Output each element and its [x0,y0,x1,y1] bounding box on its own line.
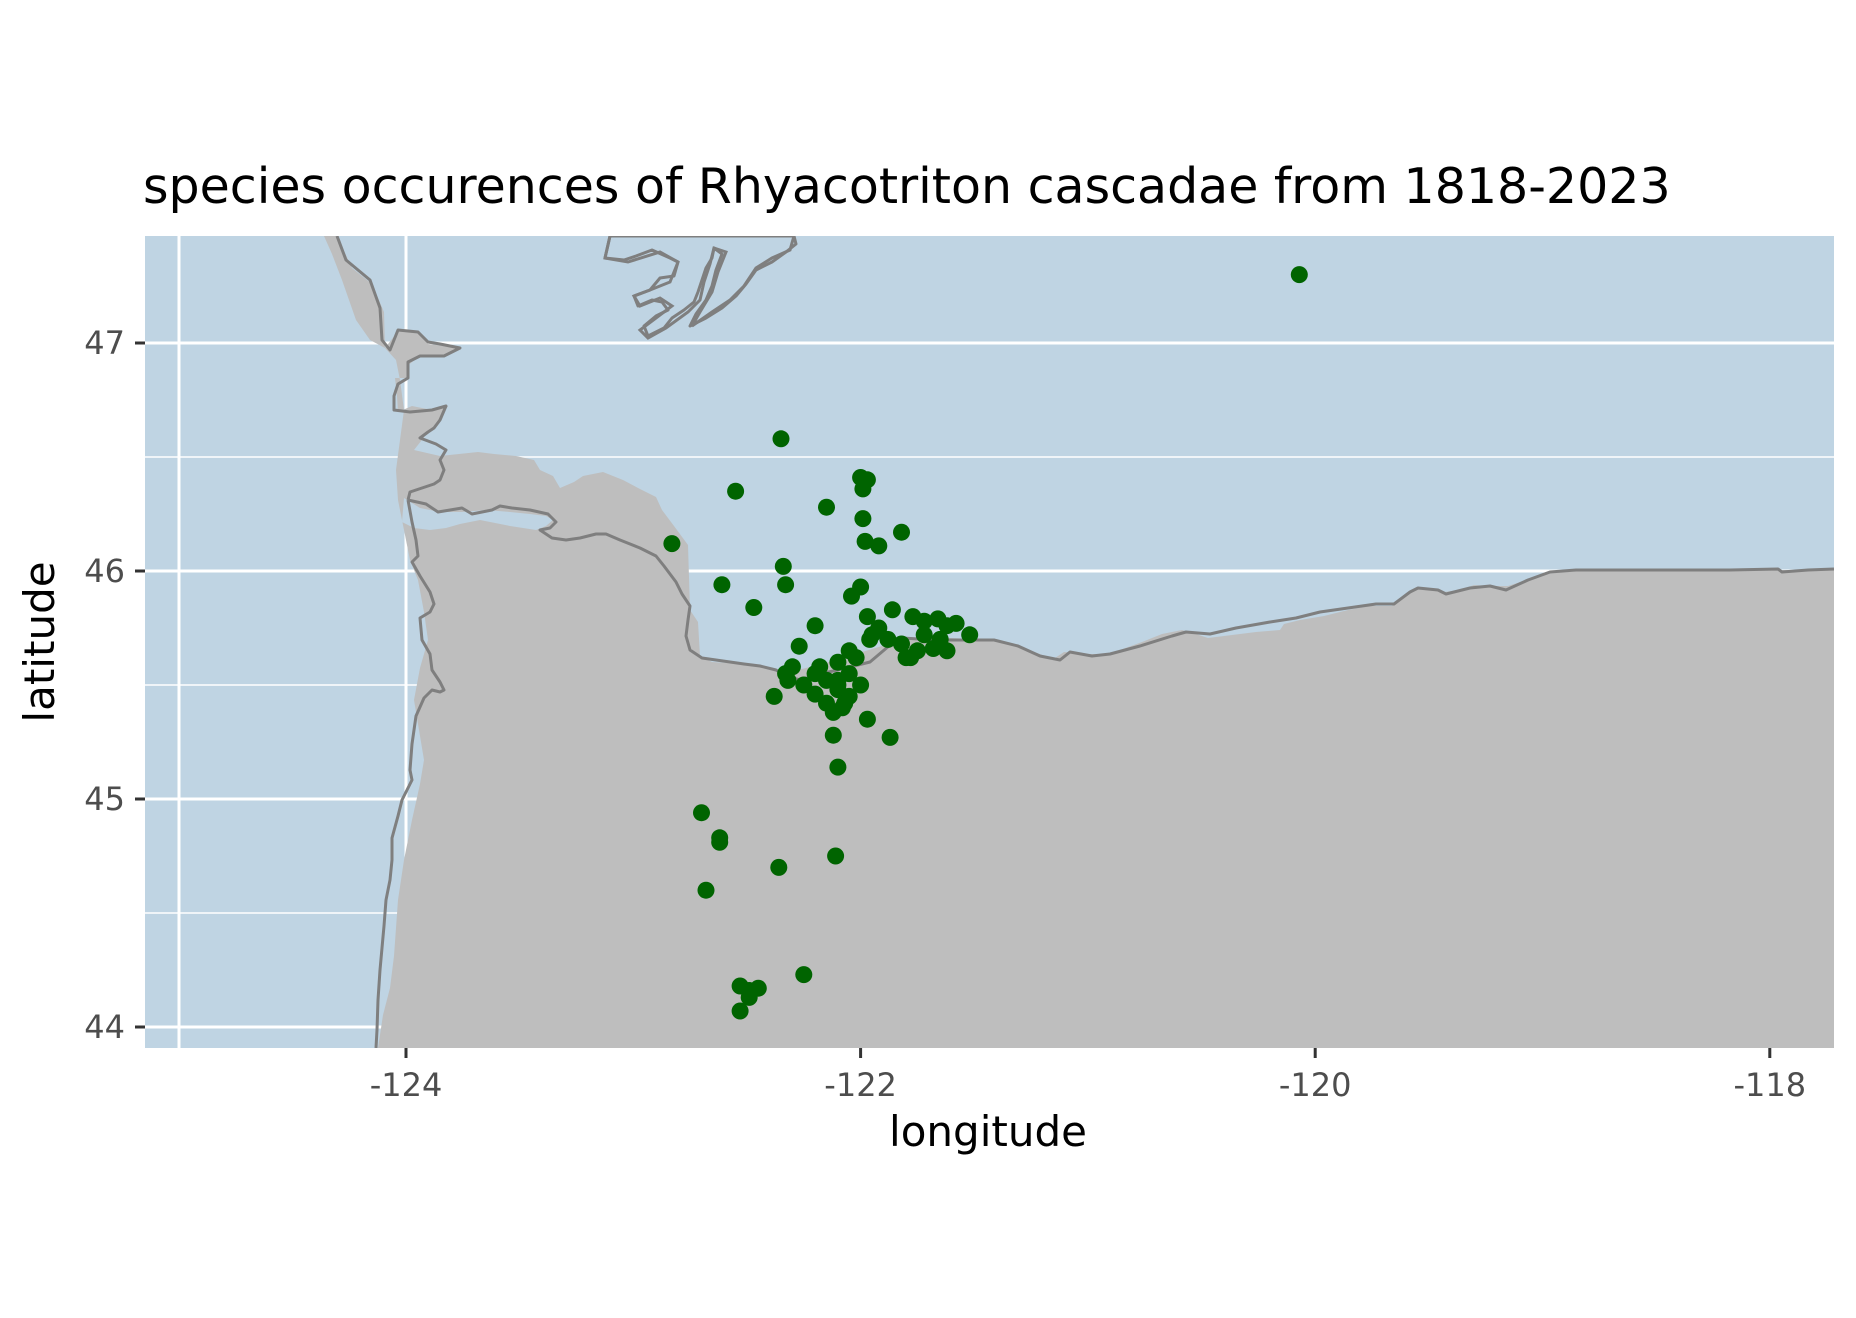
occurrence-point [824,726,842,744]
x-tick-label: -118 [1733,1066,1806,1104]
occurrence-point [852,676,870,694]
occurrence-point [727,482,745,500]
occurrence-point [770,858,788,876]
y-tick-label: 47 [84,324,125,362]
occurrence-point [836,694,854,712]
occurrence-point [824,703,842,721]
occurrence-point [779,671,797,689]
occurrence-point [795,676,813,694]
occurrence-point [961,626,979,644]
map-panel [145,236,1834,1048]
occurrence-point [858,608,876,626]
occurrence-point [947,614,965,632]
land-mass [324,236,1834,1048]
occurrence-point [818,498,835,516]
occurrence-points [663,266,1308,1020]
x-tick-label: -122 [824,1066,897,1104]
occurrence-point [879,630,897,648]
x-tick-label: -124 [370,1066,443,1104]
occurrence-point [693,804,710,822]
occurrence-point [711,833,729,851]
y-tick-label: 44 [84,1008,125,1046]
occurrence-point [854,480,872,498]
occurrence-point [924,640,942,657]
occurrence-point [843,587,860,605]
occurrence-point [745,599,763,616]
occurrence-point [915,626,933,644]
occurrence-point [893,635,910,653]
occurrence-point [915,612,933,630]
occurrence-point [740,988,758,1006]
occurrence-point [827,847,845,865]
y-tick-label: 45 [84,780,125,818]
occurrence-point [1290,266,1308,284]
occurrence-point [858,710,876,728]
x-axis-title: longitude [889,1107,1087,1156]
occurrence-point [893,523,910,541]
y-tick-label: 46 [84,552,125,590]
occurrence-point [870,537,888,555]
occurrence-point [883,601,901,619]
occurrence-point [881,728,899,746]
occurrence-point [777,576,795,594]
y-axis: 44 45 46 47 [84,324,145,1046]
y-axis-title: latitude [15,561,64,722]
x-tick-label: -120 [1279,1066,1352,1104]
occurrence-point [806,685,824,703]
occurrence-point [663,535,681,553]
occurrence-point [847,649,865,667]
occurrence-point [856,532,874,550]
occurrence-point [795,966,813,984]
occurrence-point [697,881,715,899]
occurrence-point [765,687,783,705]
occurrence-point [829,653,847,671]
occurrence-point [806,617,824,635]
occurrence-point [811,658,829,676]
occurrence-point [829,671,847,689]
occurrence-point [713,576,731,594]
occurrence-point [829,758,847,776]
occurrence-point [897,649,915,667]
occurrence-point [854,510,872,528]
chart-title: species occurences of Rhyacotriton casca… [143,158,1671,215]
occurrence-point [938,642,956,660]
occurrence-point [790,637,808,655]
x-axis: -124 -122 -120 -118 [370,1048,1806,1104]
occurrence-point [772,430,790,448]
occurrence-point [731,1002,749,1020]
occurrence-point [863,626,881,644]
occurrence-point [774,557,792,575]
